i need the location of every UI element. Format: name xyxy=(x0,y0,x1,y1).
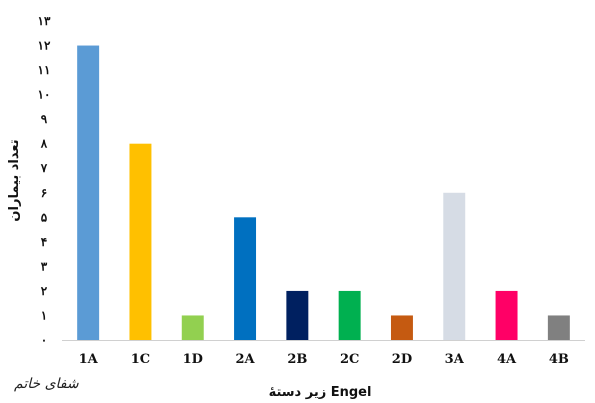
y-tick-label: ۲ xyxy=(41,284,48,298)
y-tick-label: ۱ xyxy=(41,308,47,322)
y-tick-label: ۳ xyxy=(41,259,48,273)
y-tick-label: ۱۱ xyxy=(38,63,51,77)
x-tick-label: 3A xyxy=(445,352,465,367)
x-tick-label: 2D xyxy=(392,352,412,367)
bar-2c xyxy=(338,290,361,340)
bar-2b xyxy=(286,290,309,340)
bar-1a xyxy=(77,45,100,341)
y-tick-label: ۹ xyxy=(41,112,48,126)
journal-logo: شفای خاتم xyxy=(14,376,79,392)
x-tick-label: 2C xyxy=(340,352,359,367)
y-tick-label: ۴ xyxy=(41,235,47,249)
x-tick-label: 4B xyxy=(549,352,569,367)
y-tick-label: ۱۲ xyxy=(38,39,51,53)
bar-2a xyxy=(234,217,257,340)
y-tick-label: ۱۳ xyxy=(38,14,51,28)
x-tick-label: 4A xyxy=(497,352,517,367)
x-axis-ticks: 1A 1C 1D 2A 2B 2C 2D 3A 4A 4B xyxy=(79,352,569,367)
y-tick-label: ۰ xyxy=(41,333,47,347)
x-tick-label: 1A xyxy=(79,352,99,367)
x-tick-label: 2A xyxy=(235,352,255,367)
y-tick-label: ۸ xyxy=(40,137,48,151)
y-tick-label: ۷ xyxy=(40,161,48,175)
x-tick-label: 1D xyxy=(183,352,203,367)
y-tick-label: ۶ xyxy=(41,186,47,200)
x-axis-title: زیر دستهٔ Engel xyxy=(269,385,372,400)
x-tick-label: 1C xyxy=(131,352,150,367)
bars xyxy=(77,45,570,341)
bar-4a xyxy=(495,290,518,340)
bar-2d xyxy=(390,315,413,340)
y-tick-label: ۵ xyxy=(41,210,48,224)
bar-3a xyxy=(443,192,466,340)
bar-4b xyxy=(547,315,570,340)
x-tick-label: 2B xyxy=(287,352,307,367)
bar-1c xyxy=(129,143,152,340)
bar-1d xyxy=(181,315,204,340)
y-axis-title: تعداد بیماران xyxy=(7,139,22,221)
y-tick-label: ۱۰ xyxy=(38,88,51,102)
